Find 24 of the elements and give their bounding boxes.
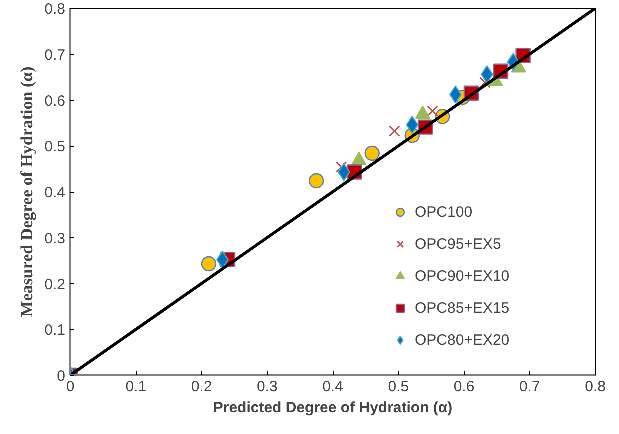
y-axis-title: Measured Degree of Hydration (α) — [18, 66, 37, 318]
y-tick-label: 0.2 — [44, 276, 66, 294]
legend-label: OPC95+EX5 — [415, 236, 502, 252]
x-tick-label: 0.7 — [519, 378, 540, 396]
x-tick-label: 0.8 — [585, 378, 606, 396]
x-axis-title: Predicted Degree of Hydration (α) — [213, 400, 453, 416]
x-tick-label: 0.4 — [322, 378, 344, 396]
y-tick-label: 0.5 — [44, 138, 66, 156]
legend-label: OPC90+EX10 — [415, 268, 510, 284]
x-tick-label: 0.2 — [191, 378, 212, 396]
y-tick-label: 0.3 — [44, 230, 66, 248]
y-tick-label: 0.4 — [44, 184, 66, 202]
legend-label: OPC100 — [415, 204, 473, 220]
x-tick-label: 0.1 — [126, 378, 147, 396]
y-tick-label: 0.1 — [44, 322, 66, 340]
y-tick-label: 0.8 — [44, 1, 66, 18]
x-tick-label: 0.6 — [454, 378, 475, 396]
legend-label: OPC80+EX20 — [415, 332, 510, 348]
x-tick-label: 0.3 — [256, 378, 278, 396]
y-tick-label: 0.7 — [44, 46, 66, 64]
legend-label: OPC85+EX15 — [415, 300, 510, 316]
x-tick-label: 0.5 — [388, 378, 410, 396]
y-tick-label: 0.6 — [44, 92, 66, 110]
y-tick-label: 0 — [57, 368, 66, 385]
